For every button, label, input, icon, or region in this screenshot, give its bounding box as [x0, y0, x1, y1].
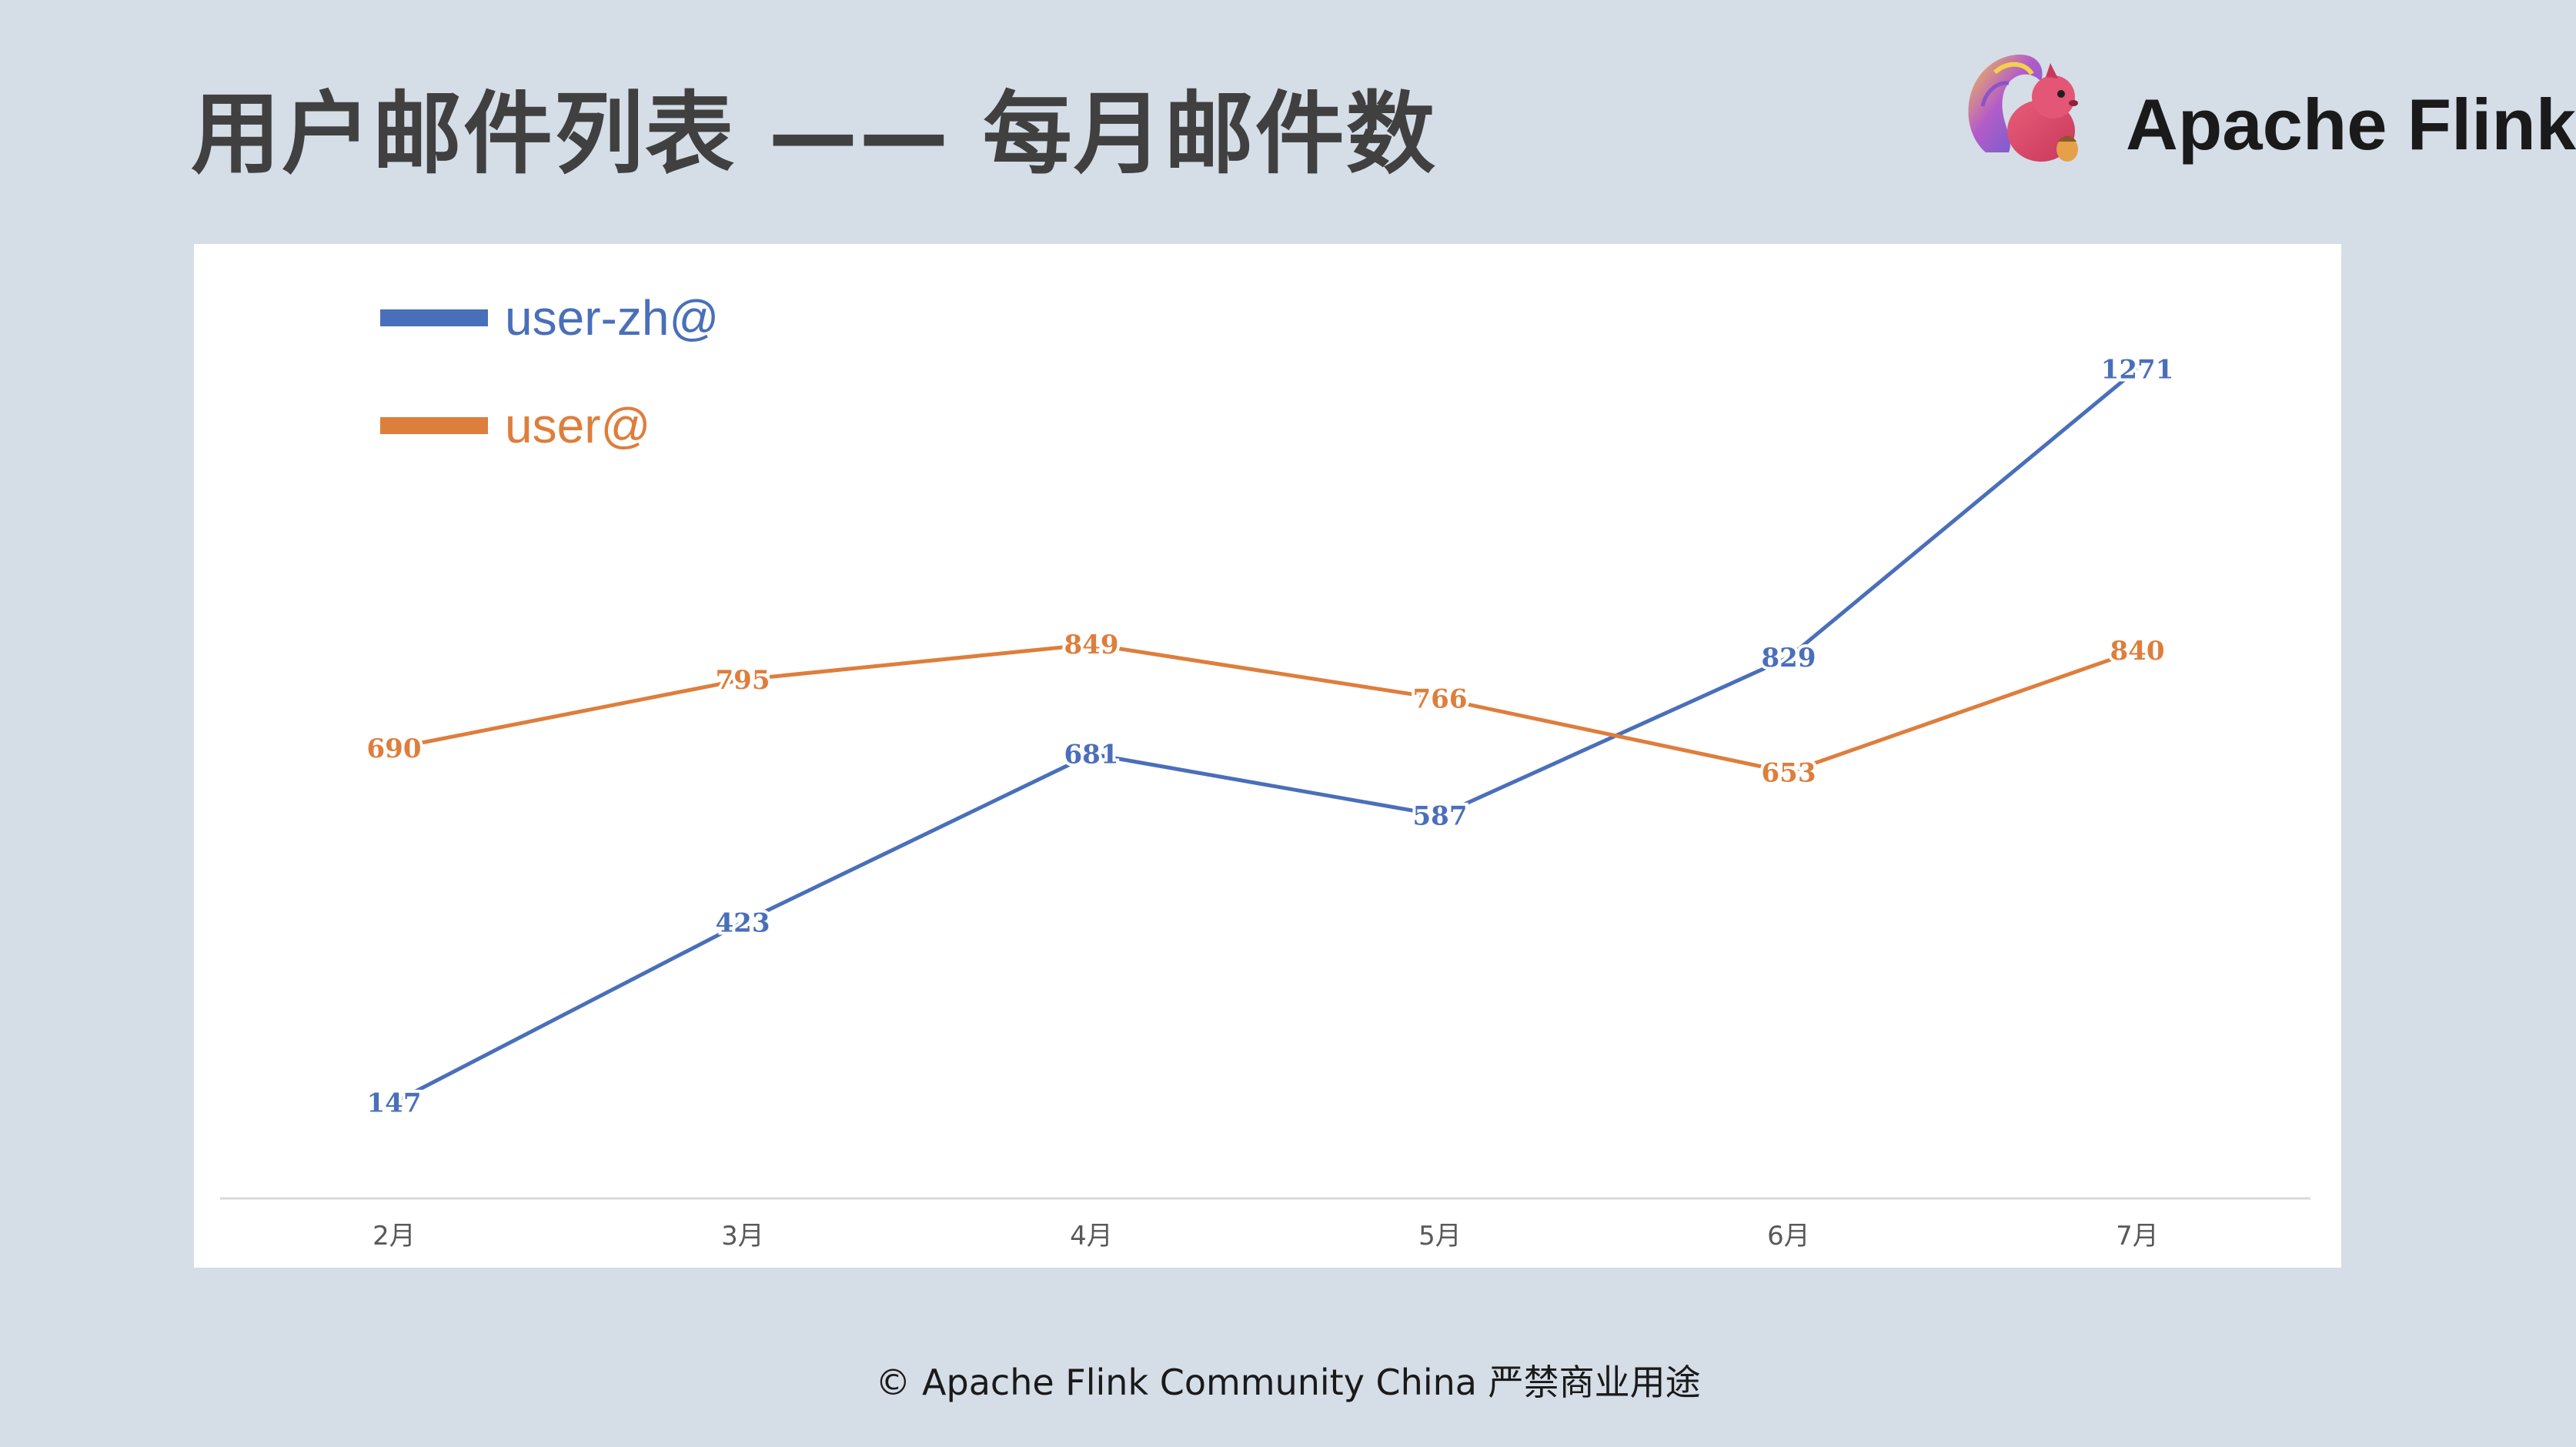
series-layer	[393, 367, 2139, 1104]
data-label: 147	[367, 1088, 422, 1118]
data-label: 690	[367, 734, 422, 764]
data-label: 587	[1413, 800, 1468, 831]
x-tick-label: 7月	[2116, 1221, 2159, 1252]
brand: Apache Flink	[1955, 37, 2576, 175]
legend-label: user@	[505, 398, 650, 453]
chart-panel: user-zh@ user@ 2月 3月 4月 5月 6月 7月 147 423 681 587 8…	[194, 244, 2341, 1268]
x-tick-label: 5月	[1418, 1221, 1462, 1252]
data-label: 1271	[2101, 354, 2174, 385]
legend-label: user-zh@	[505, 290, 719, 346]
x-tick-label: 3月	[721, 1221, 764, 1252]
data-label: 681	[1064, 740, 1119, 770]
chart-legend: user-zh@ user@	[380, 290, 719, 453]
x-tick-label: 2月	[373, 1221, 416, 1252]
data-label: 795	[716, 665, 770, 696]
x-tick-label: 4月	[1070, 1221, 1113, 1252]
brand-name: Apache Flink	[2126, 84, 2576, 165]
series-line-1	[393, 642, 2138, 774]
data-label: 849	[1064, 630, 1119, 660]
data-label: 840	[2110, 636, 2165, 667]
data-labels: 147 423 681 587 829 1271 690 795 849 766 653 840	[364, 351, 2177, 1121]
flink-squirrel-logo-icon	[1968, 54, 2078, 162]
x-tick-label: 6月	[1767, 1221, 1810, 1252]
data-label: 766	[1413, 684, 1468, 715]
data-label: 423	[716, 907, 770, 938]
line-chart: user-zh@ user@ 2月 3月 4月 5月 6月 7月 147 423 681 587 8…	[220, 290, 2310, 1252]
data-label: 653	[1762, 757, 1816, 788]
footer-copyright: © Apache Flink Community China 严禁商业用途	[875, 1362, 1701, 1403]
data-label: 829	[1762, 643, 1816, 673]
x-tick-labels: 2月 3月 4月 5月 6月 7月	[373, 1221, 2159, 1252]
slide-title: 用户邮件列表 —— 每月邮件数	[191, 82, 1437, 186]
series-line-0	[393, 367, 2139, 1104]
